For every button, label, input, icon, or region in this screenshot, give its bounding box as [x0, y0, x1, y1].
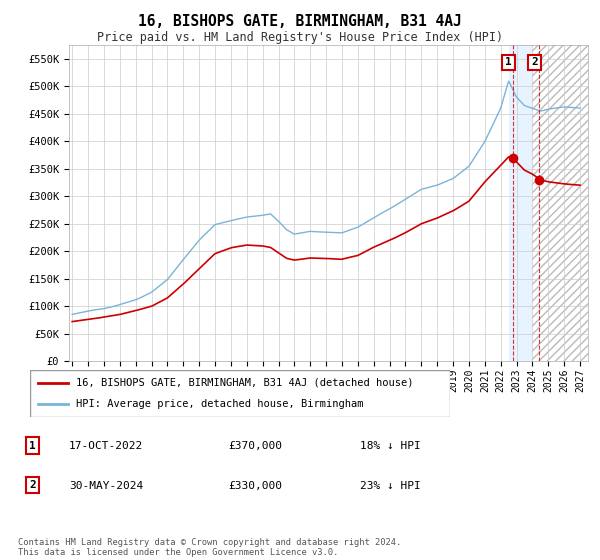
- Text: 2: 2: [29, 480, 36, 490]
- Text: 1: 1: [29, 441, 36, 451]
- Text: 1: 1: [505, 58, 512, 67]
- FancyBboxPatch shape: [30, 370, 450, 417]
- Text: 16, BISHOPS GATE, BIRMINGHAM, B31 4AJ: 16, BISHOPS GATE, BIRMINGHAM, B31 4AJ: [138, 14, 462, 29]
- Text: 2: 2: [531, 58, 538, 67]
- Text: 18% ↓ HPI: 18% ↓ HPI: [360, 441, 421, 451]
- Text: £330,000: £330,000: [228, 480, 282, 491]
- Text: £370,000: £370,000: [228, 441, 282, 451]
- Bar: [532, 45, 588, 361]
- Text: 16, BISHOPS GATE, BIRMINGHAM, B31 4AJ (detached house): 16, BISHOPS GATE, BIRMINGHAM, B31 4AJ (d…: [76, 378, 414, 388]
- Text: Contains HM Land Registry data © Crown copyright and database right 2024.
This d: Contains HM Land Registry data © Crown c…: [18, 538, 401, 557]
- Bar: [532, 45, 588, 361]
- Text: 30-MAY-2024: 30-MAY-2024: [69, 480, 143, 491]
- Text: Price paid vs. HM Land Registry's House Price Index (HPI): Price paid vs. HM Land Registry's House …: [97, 31, 503, 44]
- Text: HPI: Average price, detached house, Birmingham: HPI: Average price, detached house, Birm…: [76, 399, 364, 409]
- Text: 23% ↓ HPI: 23% ↓ HPI: [360, 480, 421, 491]
- Bar: [509, 45, 532, 361]
- Text: 17-OCT-2022: 17-OCT-2022: [69, 441, 143, 451]
